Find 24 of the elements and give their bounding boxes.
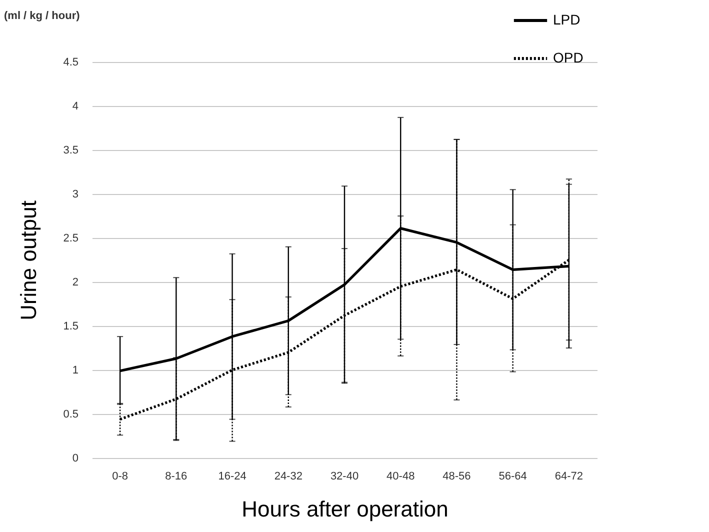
y-tick-label: 4 [72,100,78,112]
x-tick-label: 48-56 [442,470,471,482]
x-tick-label: 64-72 [554,470,584,482]
x-tick-label: 56-64 [498,470,527,482]
y-tick-label: 2 [72,276,78,288]
x-tick-label: 8-16 [165,470,188,482]
legend-label: OPD [553,50,584,66]
y-tick-label: 1 [72,364,78,376]
y-axis-title: Urine output [16,200,42,320]
x-tick-label: 32-40 [330,470,359,482]
legend-label: LPD [553,12,580,28]
x-tick-label: 40-48 [386,470,415,482]
y-tick-label: 0 [72,452,78,464]
y-tick-label: 4.5 [63,56,78,68]
x-tick-label: 24-32 [274,470,302,482]
x-tick-label: 0-8 [112,470,128,482]
text: (ml / kg / hour) [4,10,80,22]
x-axis-title: Hours after operation [242,496,448,522]
y-tick-label: 1.5 [63,320,78,332]
y-tick-label: 2.5 [63,232,78,244]
y-tick-label: 3.5 [63,144,78,156]
y-tick-label: 3 [72,188,78,200]
y-tick-label: 0.5 [63,408,78,420]
x-tick-label: 16-24 [218,470,246,482]
